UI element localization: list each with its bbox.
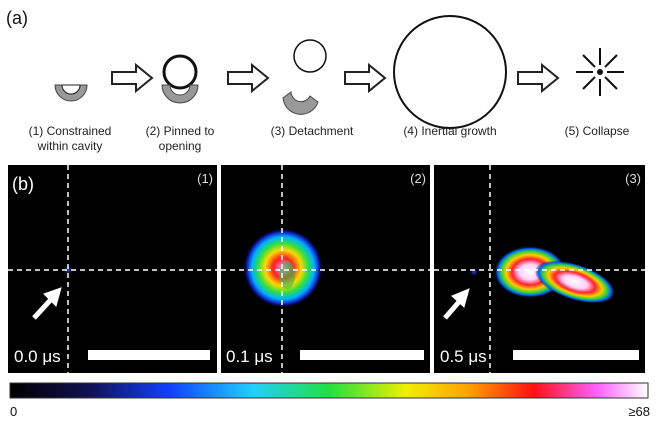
image-panel-3 bbox=[434, 165, 645, 373]
time-label: 0.1 μs bbox=[226, 347, 273, 366]
image-panel-1 bbox=[8, 165, 217, 373]
panel-tag: (b) bbox=[12, 174, 34, 194]
step-label: (1) Constrained bbox=[29, 124, 112, 138]
step-label: (2) Pinned to bbox=[146, 124, 215, 138]
page: {"figure": { "panel_a": {"tag": "(a)", "… bbox=[0, 0, 658, 421]
step-4-icon bbox=[394, 16, 506, 128]
step-label: (3) Detachment bbox=[271, 124, 354, 138]
step-label: opening bbox=[159, 139, 202, 153]
step-3-icon bbox=[283, 40, 326, 114]
step-label: (5) Collapse bbox=[565, 124, 630, 138]
time-label: 0.0 μs bbox=[14, 347, 61, 366]
image-panel-2 bbox=[221, 165, 430, 373]
step-1-icon bbox=[55, 85, 87, 101]
colorbar-max-label: ≥68 bbox=[628, 404, 650, 419]
step-arrow bbox=[112, 65, 152, 91]
step-arrow bbox=[345, 65, 385, 91]
time-label: 0.5 μs bbox=[440, 347, 487, 366]
step-arrow bbox=[518, 65, 558, 91]
panel-tag: (a) bbox=[6, 8, 28, 28]
scale-bars bbox=[88, 350, 639, 360]
colorbar-min-label: 0 bbox=[10, 404, 17, 419]
image-label: (3) bbox=[625, 171, 641, 186]
step-2-icon bbox=[162, 56, 198, 103]
image-label: (2) bbox=[410, 171, 426, 186]
step-label: within cavity bbox=[37, 139, 103, 153]
figure: (a) (1) Constrainedwithin cavity (2) Pinn… bbox=[0, 0, 658, 421]
step-arrow bbox=[228, 65, 268, 91]
step-5-icon bbox=[576, 48, 624, 96]
image-label: (1) bbox=[197, 171, 213, 186]
step-label: (4) Inertial growth bbox=[403, 124, 496, 138]
colorbar bbox=[10, 383, 648, 398]
